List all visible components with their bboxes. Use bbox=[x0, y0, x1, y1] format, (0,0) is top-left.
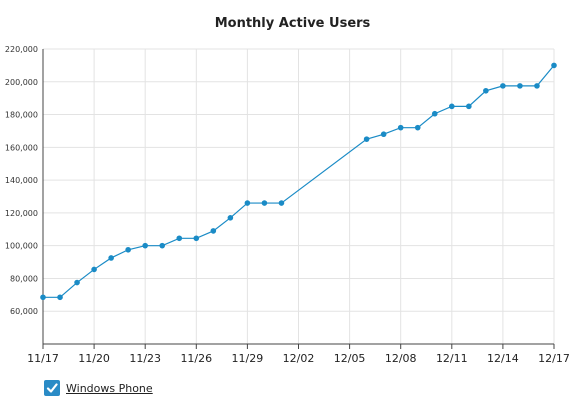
data-point bbox=[261, 200, 268, 206]
x-tick-label: 11/26 bbox=[180, 352, 212, 365]
x-tick-label: 12/05 bbox=[334, 352, 366, 365]
x-tick-label: 12/14 bbox=[487, 352, 519, 365]
y-tick-label: 120,000 bbox=[5, 209, 38, 218]
data-point bbox=[40, 294, 46, 301]
legend-item-windows-phone[interactable]: Windows Phone bbox=[44, 378, 153, 398]
data-point bbox=[74, 279, 80, 286]
y-tick-label: 220,000 bbox=[5, 45, 38, 54]
data-point bbox=[278, 200, 285, 206]
x-tick-label: 12/17 bbox=[538, 352, 570, 365]
y-tick-label: 180,000 bbox=[5, 111, 38, 120]
data-point bbox=[500, 83, 506, 89]
data-point bbox=[534, 83, 540, 89]
y-tick-label: 60,000 bbox=[10, 307, 38, 316]
y-tick-label: 200,000 bbox=[5, 78, 38, 87]
data-point bbox=[414, 124, 421, 131]
data-point bbox=[431, 110, 438, 117]
y-tick-label: 80,000 bbox=[10, 274, 38, 283]
x-tick-label: 11/29 bbox=[232, 352, 264, 365]
data-point bbox=[227, 215, 234, 221]
data-point bbox=[244, 200, 251, 206]
data-point bbox=[108, 255, 114, 261]
y-tick-label: 160,000 bbox=[5, 143, 38, 152]
legend-label[interactable]: Windows Phone bbox=[66, 381, 153, 395]
data-point bbox=[210, 228, 217, 234]
x-tick-label: 11/23 bbox=[129, 352, 161, 365]
data-point bbox=[363, 136, 370, 142]
x-tick-label: 12/02 bbox=[283, 352, 315, 365]
checkbox-checked-icon[interactable] bbox=[44, 380, 60, 396]
data-point bbox=[142, 242, 148, 249]
data-point bbox=[397, 124, 404, 131]
y-tick-label: 100,000 bbox=[5, 242, 38, 251]
data-point bbox=[483, 87, 489, 94]
data-point bbox=[193, 235, 200, 242]
data-point bbox=[57, 294, 63, 301]
y-tick-label: 140,000 bbox=[5, 176, 38, 185]
data-point bbox=[449, 103, 455, 110]
x-tick-label: 11/17 bbox=[27, 352, 59, 365]
data-point bbox=[176, 235, 183, 242]
x-tick-label: 12/08 bbox=[385, 352, 417, 365]
data-point bbox=[551, 62, 557, 69]
chart-title: Monthly Active Users bbox=[214, 16, 371, 31]
data-point bbox=[125, 246, 131, 253]
data-point bbox=[517, 83, 523, 89]
x-tick-label: 11/20 bbox=[78, 352, 110, 365]
data-point bbox=[466, 103, 472, 110]
data-point bbox=[380, 131, 387, 138]
x-tick-label: 12/11 bbox=[436, 352, 468, 365]
data-point bbox=[91, 266, 97, 273]
data-point bbox=[159, 242, 166, 249]
